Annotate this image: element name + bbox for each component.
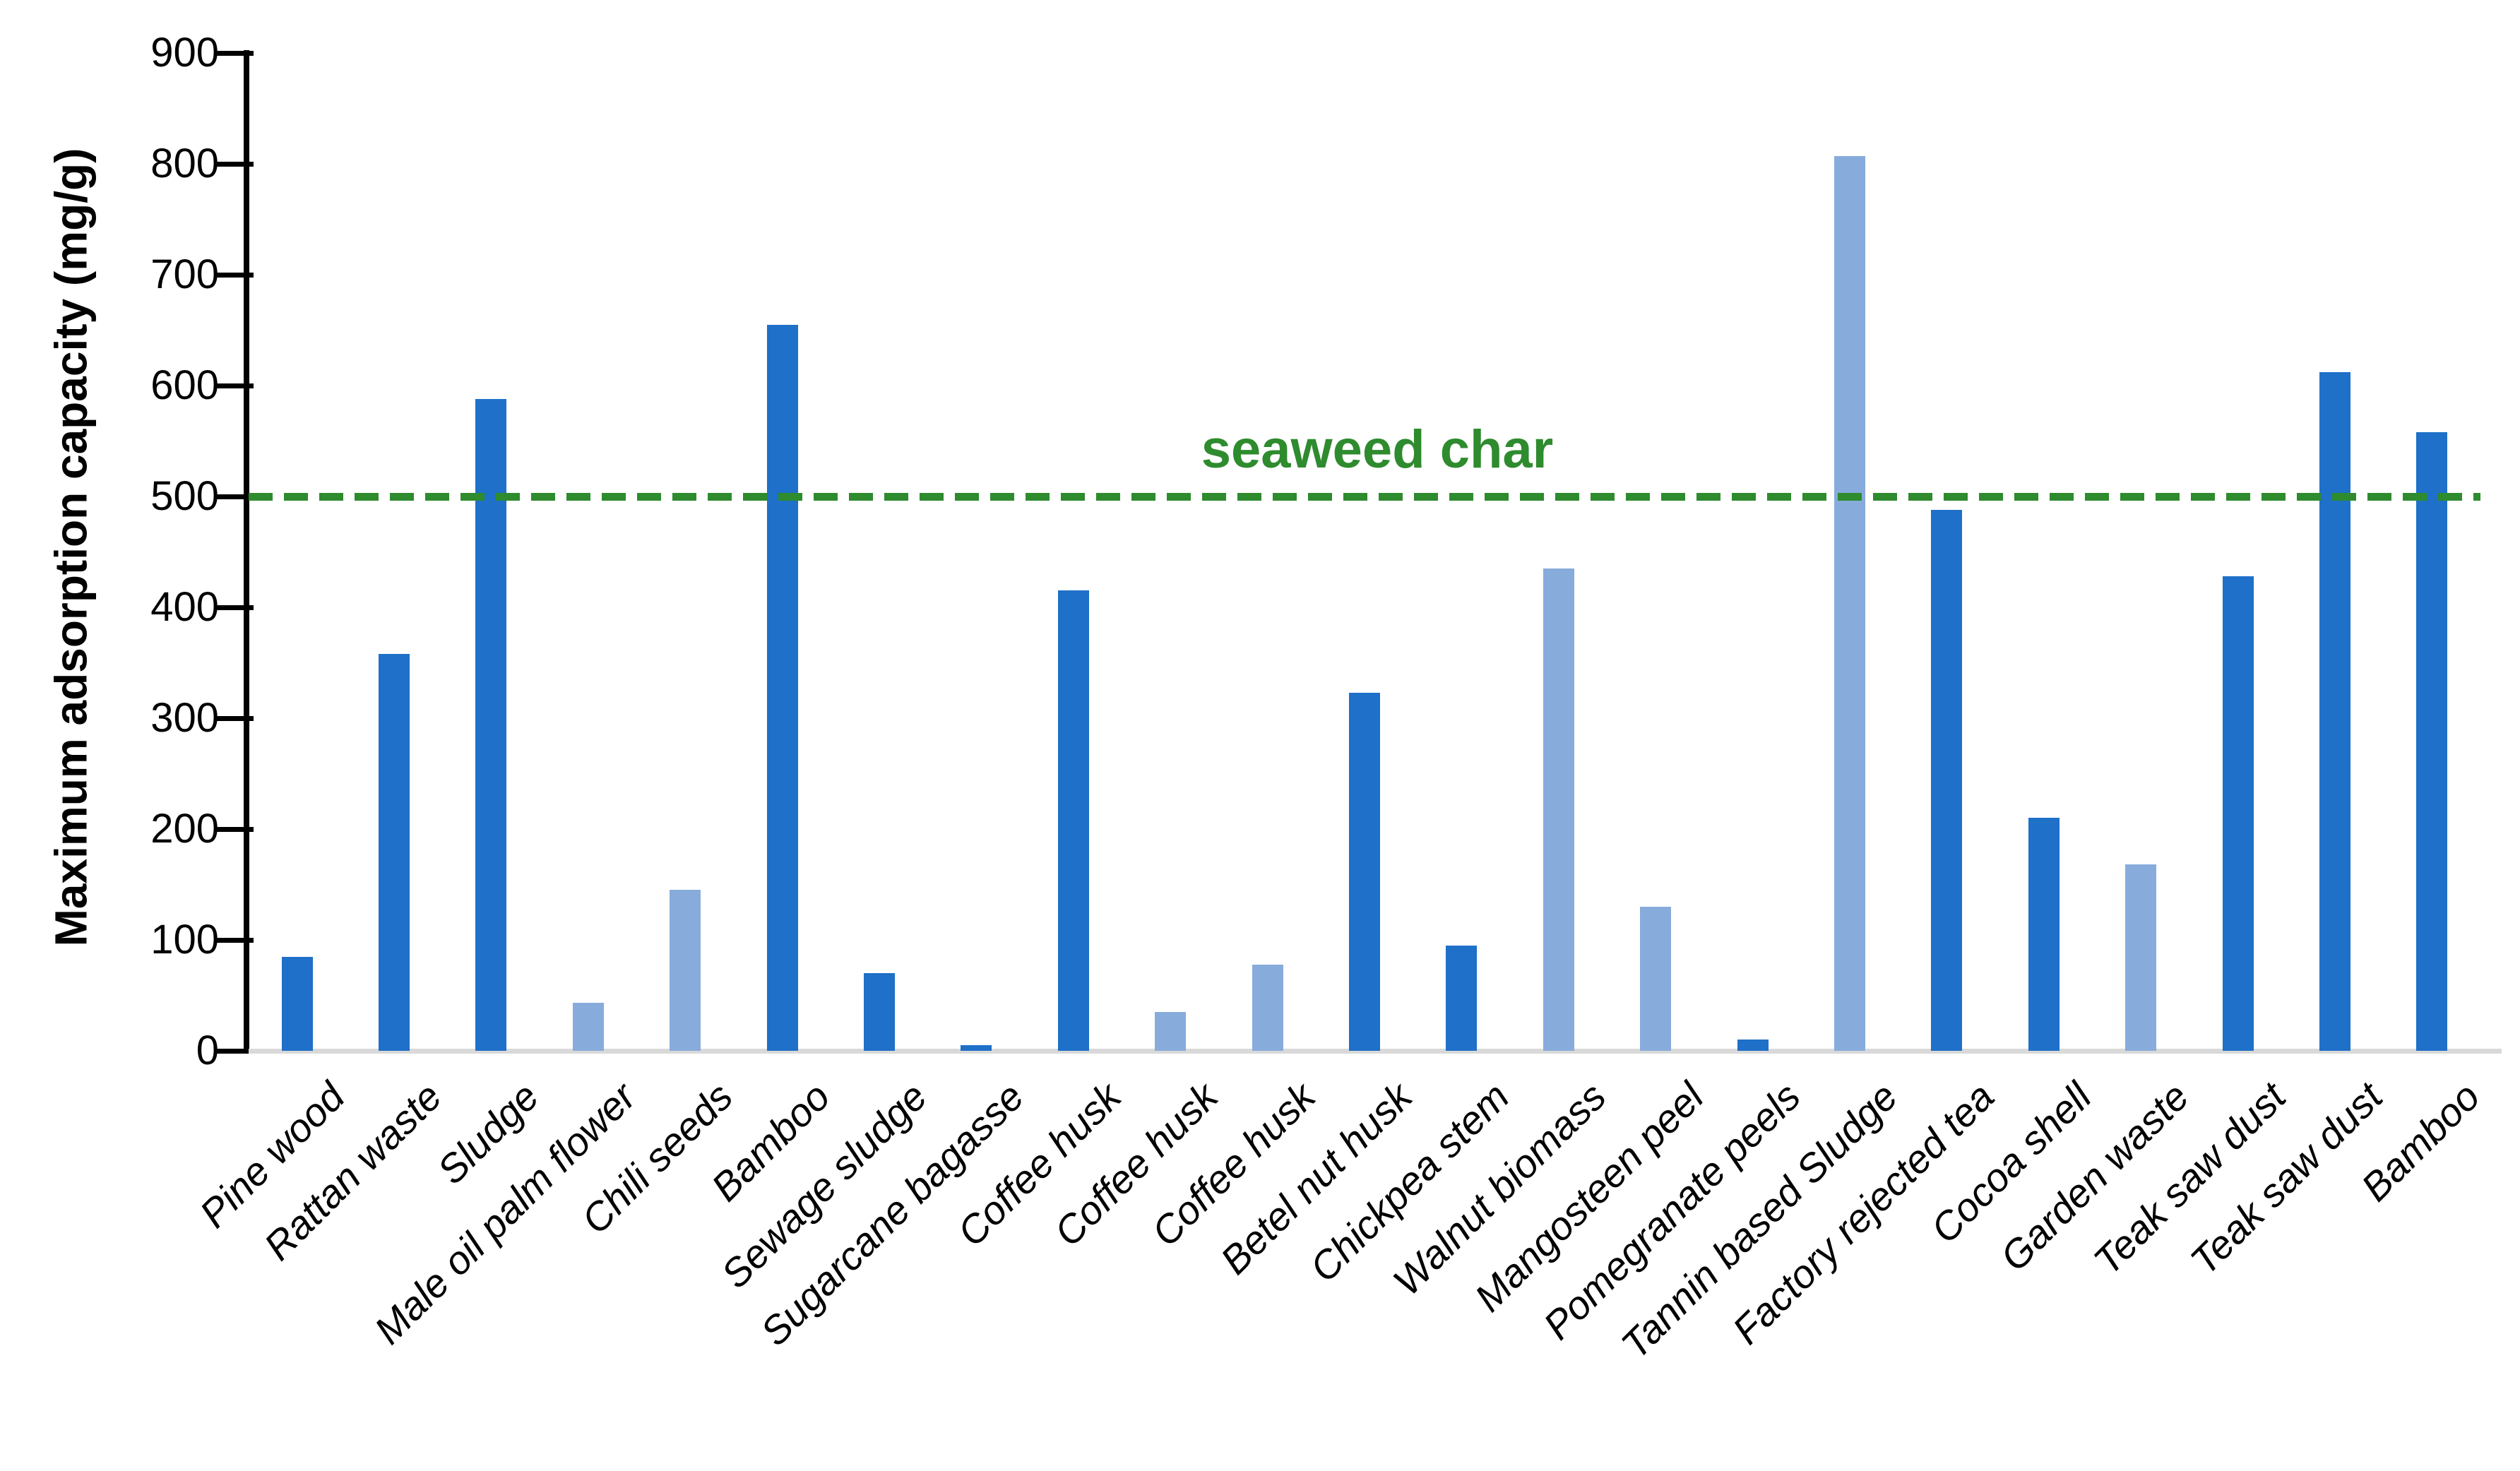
bar-bamboo [2416,431,2448,1051]
bar-sludge [475,398,507,1051]
y-tick-label: 500 [150,473,219,519]
y-tick-mark [217,51,254,56]
y-tick-mark [217,383,254,388]
y-tick-mark [217,162,254,167]
bar-teak-saw-dust [2319,372,2350,1051]
y-tick-mark [217,716,254,721]
bar-coffee-husk [1252,964,1283,1051]
y-tick-label: 400 [150,584,219,630]
y-tick-label: 600 [150,362,219,408]
bar-tannin-based-sludge [1833,156,1865,1051]
y-axis [244,50,249,1054]
bar-walnut-biomass [1543,568,1574,1051]
y-tick-mark [217,827,254,832]
bar-sewage-sludge [864,973,896,1051]
y-axis-title: Maximum adsorption capacity (mg/g) [45,148,96,946]
bar-coffee-husk [1057,590,1089,1051]
y-tick-label: 200 [150,806,219,852]
y-tick-mark [217,938,254,943]
bar-pomegranate-peels [1737,1040,1769,1051]
x-axis-baseline [249,1049,2502,1054]
bar-male-oil-palm-flower [572,1003,604,1051]
bar-sugarcane-bagasse [961,1045,992,1051]
bar-chickpea-stem [1446,945,1478,1051]
bar-betel-nut-husk [1349,692,1380,1051]
y-tick-mark [217,494,254,499]
bar-coffee-husk [1155,1012,1187,1051]
y-tick-mark [217,273,254,278]
bar-mangosteen-peel [1640,906,1672,1051]
bar-pine-wood [281,956,313,1051]
y-tick-mark [217,1049,254,1054]
y-tick-label: 0 [196,1028,219,1073]
bar-cocoa-shell [2028,818,2060,1051]
bar-chili-seeds [670,890,701,1051]
bar-bamboo [766,324,798,1051]
bar-garden-waste [2125,864,2157,1051]
y-tick-label: 100 [150,917,219,963]
reference-line-label: seaweed char [1201,419,1554,480]
y-tick-label: 700 [150,251,219,297]
bar-factory-rejected-tea [1931,509,1963,1051]
y-tick-label: 800 [150,141,219,186]
y-tick-label: 900 [150,30,219,76]
y-tick-label: 300 [150,695,219,741]
bar-rattan-waste [379,653,410,1051]
reference-dashed-line [249,493,2480,501]
y-tick-mark [217,605,254,610]
bar-teak-saw-dust [2222,576,2254,1051]
